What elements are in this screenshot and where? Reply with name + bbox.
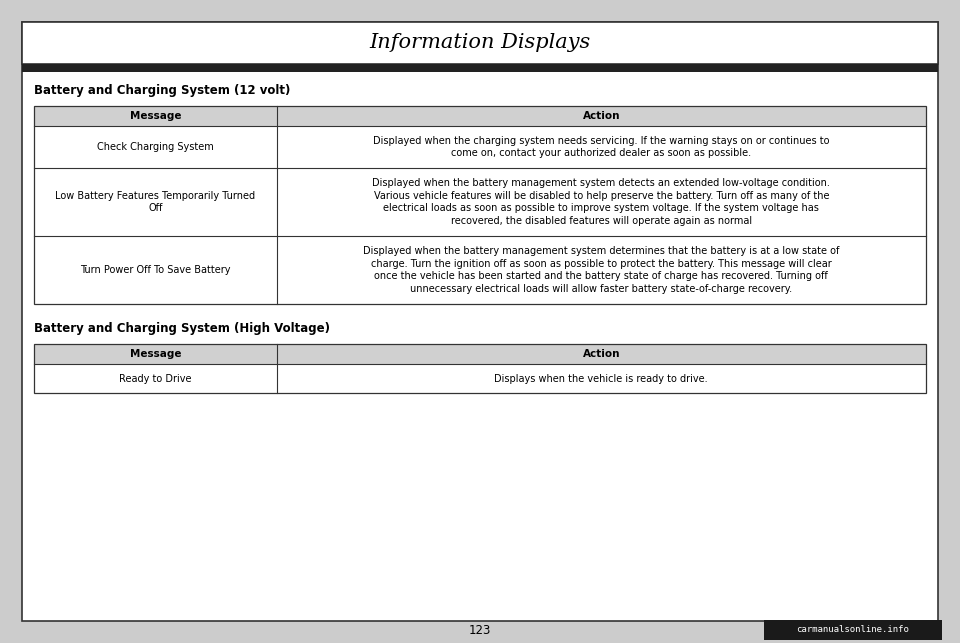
- Bar: [764, 620, 942, 640]
- Bar: [34, 344, 926, 364]
- Bar: [22, 22, 938, 64]
- Text: Message: Message: [130, 111, 181, 121]
- Text: Displayed when the charging system needs servicing. If the warning stays on or c: Displayed when the charging system needs…: [373, 136, 829, 158]
- Text: Displays when the vehicle is ready to drive.: Displays when the vehicle is ready to dr…: [494, 374, 708, 383]
- Text: Action: Action: [583, 349, 620, 359]
- Text: Turn Power Off To Save Battery: Turn Power Off To Save Battery: [80, 265, 230, 275]
- Bar: [34, 126, 926, 168]
- Text: Message: Message: [130, 349, 181, 359]
- Bar: [34, 236, 926, 304]
- Text: Action: Action: [583, 111, 620, 121]
- Text: Displayed when the battery management system detects an extended low-voltage con: Displayed when the battery management sy…: [372, 178, 830, 226]
- Text: Battery and Charging System (High Voltage): Battery and Charging System (High Voltag…: [34, 322, 330, 335]
- Text: Low Battery Features Temporarily Turned
Off: Low Battery Features Temporarily Turned …: [56, 191, 255, 213]
- Text: 123: 123: [468, 624, 492, 637]
- Text: Battery and Charging System (12 volt): Battery and Charging System (12 volt): [34, 84, 290, 97]
- Bar: [34, 168, 926, 236]
- Text: Check Charging System: Check Charging System: [97, 142, 214, 152]
- Text: Information Displays: Information Displays: [370, 33, 590, 53]
- Text: Ready to Drive: Ready to Drive: [119, 374, 192, 383]
- Bar: [22, 64, 938, 72]
- Bar: [34, 364, 926, 393]
- Bar: [34, 106, 926, 126]
- Bar: [34, 106, 926, 304]
- Bar: [34, 344, 926, 393]
- Text: carmanualsonline.info: carmanualsonline.info: [797, 626, 909, 635]
- Text: Displayed when the battery management system determines that the battery is at a: Displayed when the battery management sy…: [363, 246, 839, 294]
